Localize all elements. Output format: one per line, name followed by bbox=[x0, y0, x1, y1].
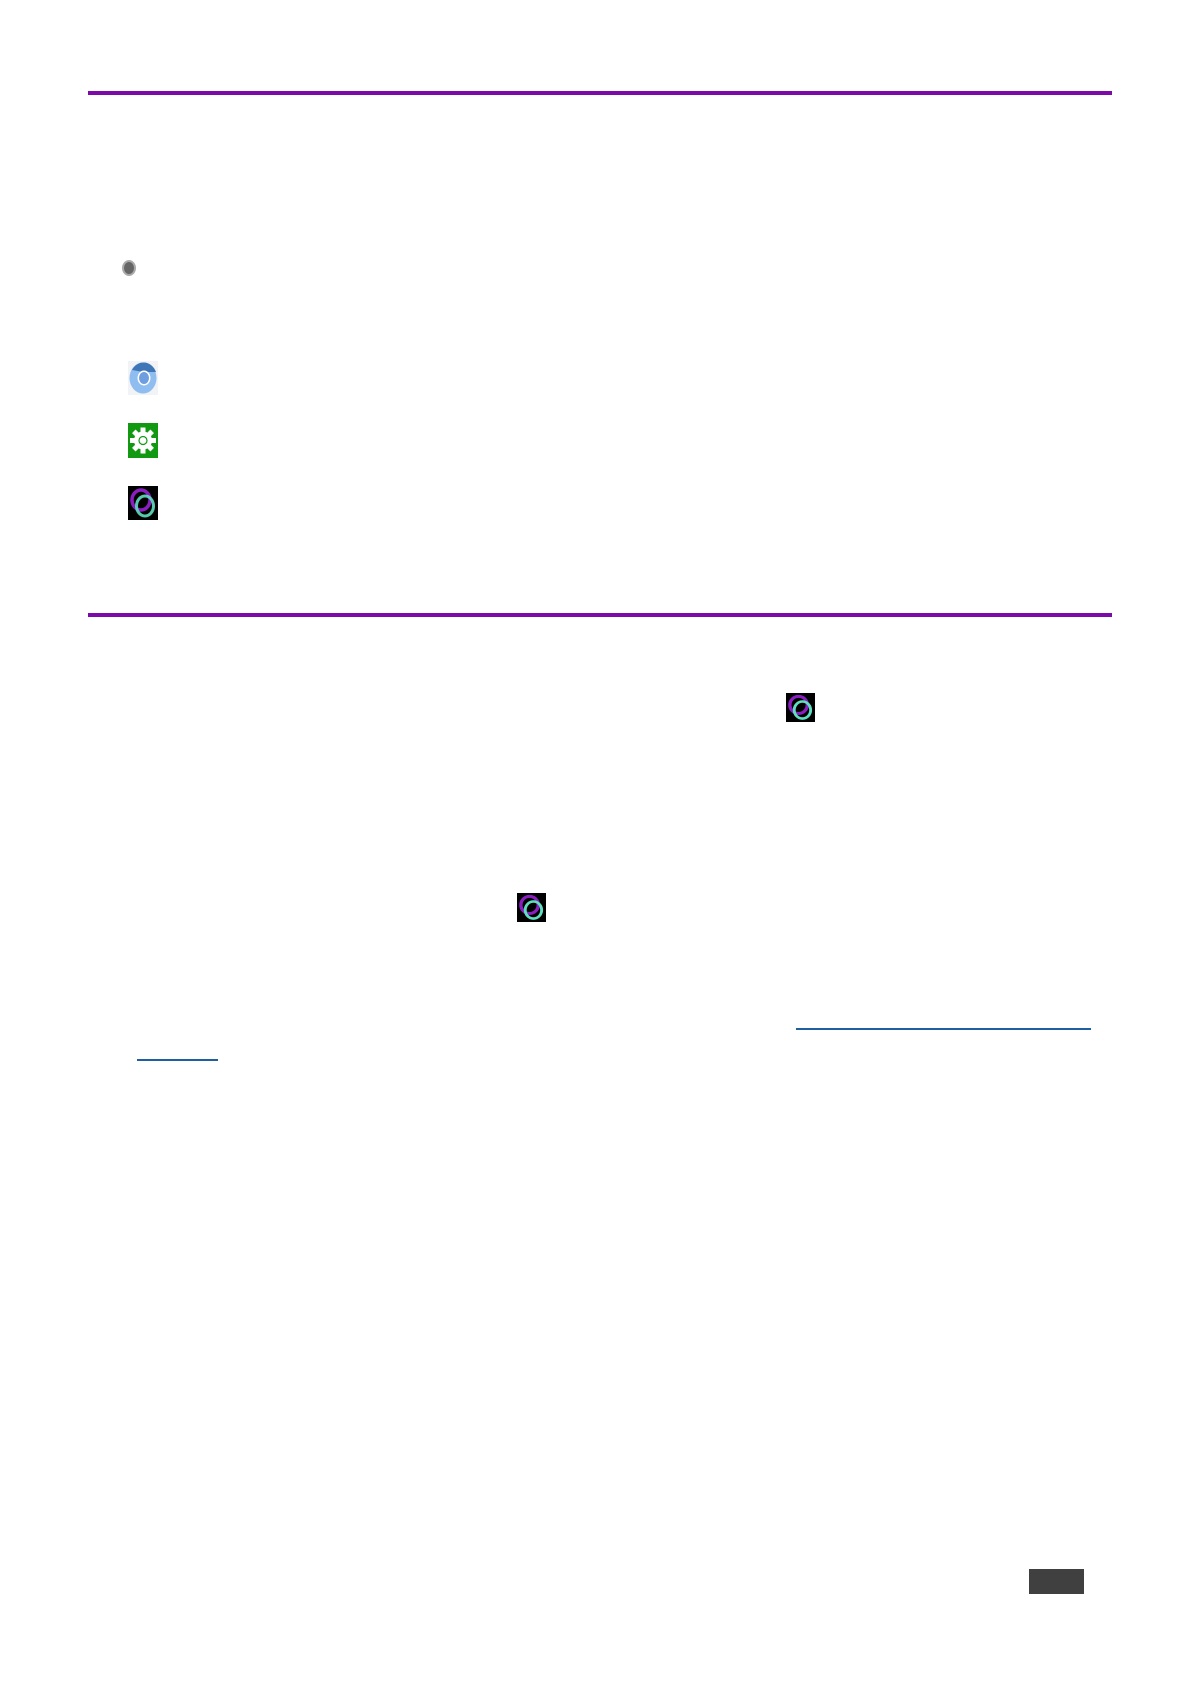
section-rule-top bbox=[88, 91, 1112, 95]
section-rule-middle bbox=[88, 613, 1112, 617]
kramer-app-ring-icon bbox=[517, 893, 546, 922]
kramer-app-ring-icon[interactable] bbox=[128, 486, 158, 520]
hyperlink-underline-continued[interactable] bbox=[137, 1059, 218, 1061]
hyperlink-underline[interactable] bbox=[796, 1028, 1091, 1030]
radio-bullet-icon bbox=[122, 260, 136, 276]
kramer-app-ring-icon bbox=[786, 693, 815, 722]
chromium-browser-icon[interactable] bbox=[128, 361, 158, 395]
page-number-box bbox=[1029, 1569, 1084, 1594]
settings-gear-icon[interactable] bbox=[128, 423, 158, 458]
